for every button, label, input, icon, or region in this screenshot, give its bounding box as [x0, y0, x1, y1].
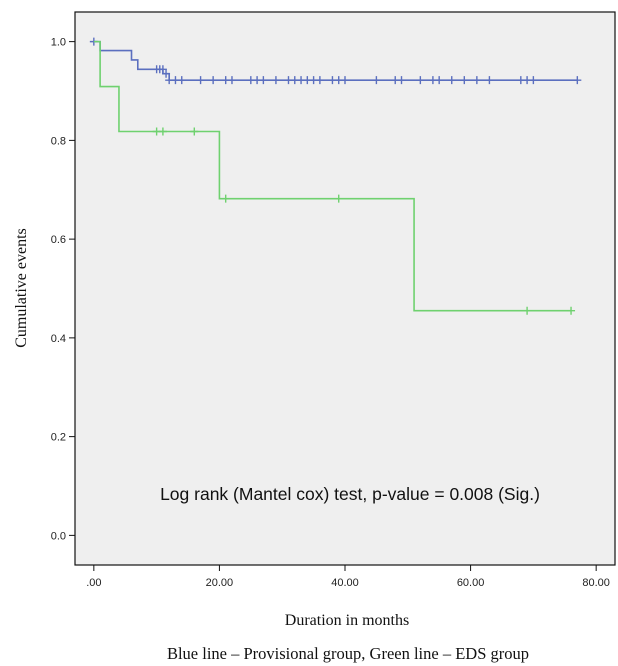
censor-mark — [259, 76, 268, 85]
censor-mark — [416, 76, 425, 85]
y-axis-title: Cumulative events — [13, 228, 30, 348]
censor-mark — [158, 127, 167, 136]
y-axis: 0.0 0.2 0.4 0.6 0.8 1.0 — [51, 37, 75, 542]
series-line-2 — [93, 40, 572, 312]
series-layer — [89, 37, 582, 315]
x-tick-label: .00 — [86, 577, 101, 589]
censor-mark — [315, 76, 324, 85]
censor-mark — [196, 76, 205, 85]
censor-mark — [447, 76, 456, 85]
y-tick-label: 0.6 — [51, 234, 66, 246]
x-tick-label: 80.00 — [582, 577, 610, 589]
censor-mark — [460, 76, 469, 85]
figure-caption: Blue line – Provisional group, Green lin… — [167, 644, 529, 663]
censor-mark — [573, 76, 582, 85]
x-axis-title: Duration in months — [285, 612, 409, 629]
censor-mark — [162, 69, 171, 78]
censor-mark — [529, 76, 538, 85]
censor-mark — [158, 65, 167, 74]
y-tick-label: 0.2 — [51, 432, 66, 444]
censor-mark — [372, 76, 381, 85]
censor-mark — [567, 306, 576, 315]
censor-mark — [485, 76, 494, 85]
x-tick-label: 60.00 — [457, 577, 485, 589]
censor-mark — [472, 76, 481, 85]
x-axis: .00 20.00 40.00 60.00 80.00 — [86, 565, 610, 589]
x-tick-label: 20.00 — [206, 577, 234, 589]
censor-mark — [271, 76, 280, 85]
censor-mark — [177, 76, 186, 85]
censor-mark — [221, 194, 230, 203]
y-tick-label: 0.8 — [51, 135, 66, 147]
y-tick-label: 0.4 — [51, 333, 66, 345]
censor-mark — [190, 127, 199, 136]
annotation-text: Log rank (Mantel cox) test, p-value = 0.… — [160, 484, 540, 504]
y-tick-label: 1.0 — [51, 37, 66, 49]
x-tick-label: 40.00 — [331, 577, 359, 589]
censor-mark — [227, 76, 236, 85]
y-tick-label: 0.0 — [51, 530, 66, 542]
censor-mark — [341, 76, 349, 85]
censor-mark — [435, 76, 444, 85]
censor-mark — [397, 76, 406, 85]
censor-mark — [209, 76, 218, 85]
plot-area — [74, 11, 616, 566]
censor-mark — [523, 306, 532, 315]
censor-mark — [334, 194, 343, 203]
